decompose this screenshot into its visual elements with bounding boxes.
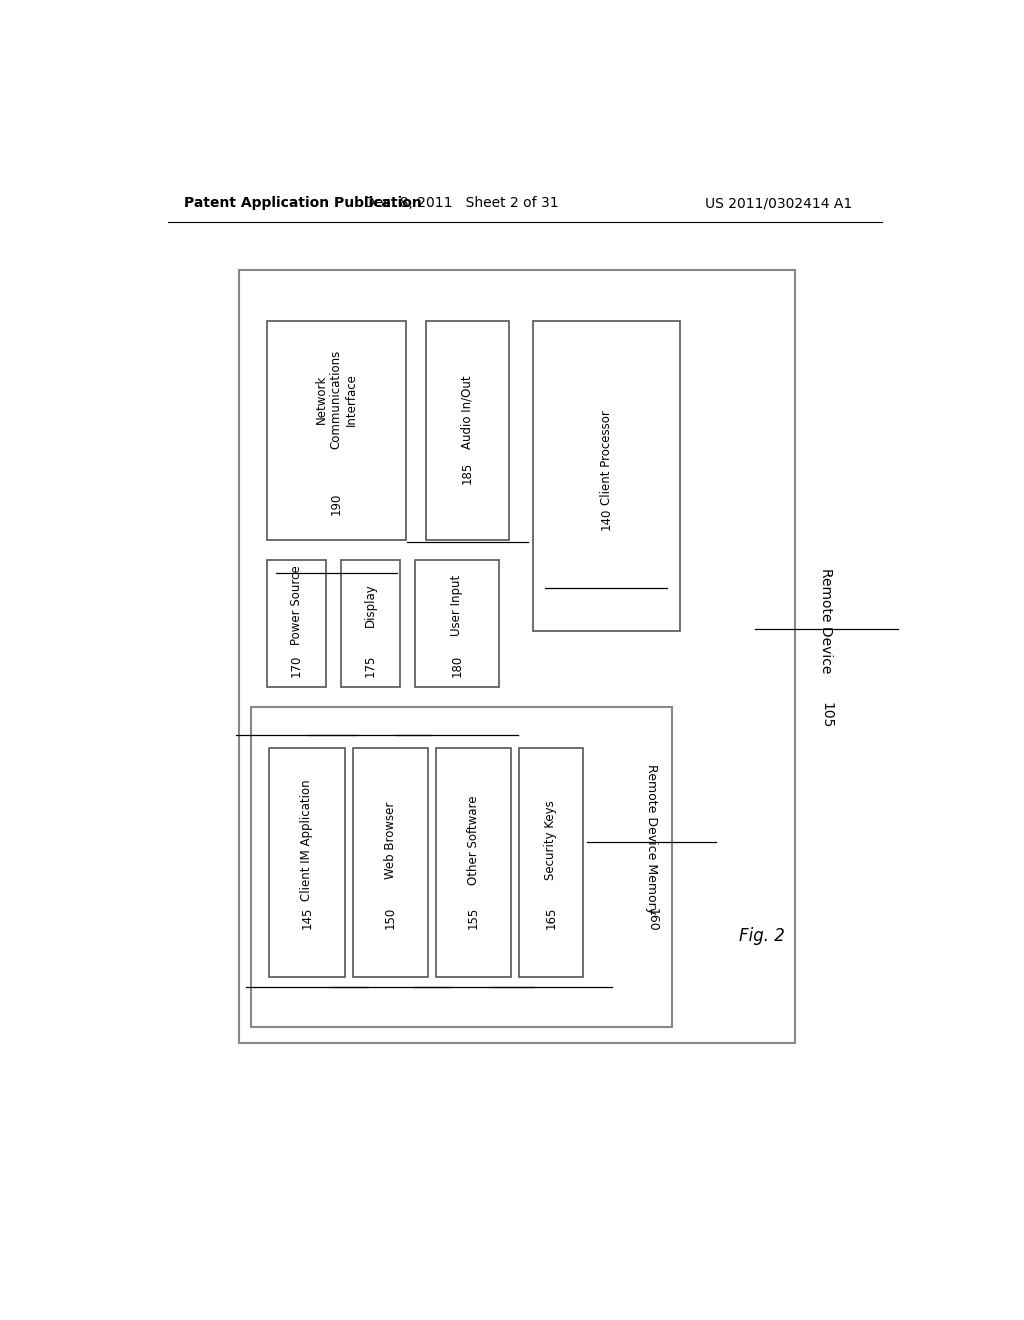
Text: Client IM Application: Client IM Application <box>300 779 313 900</box>
FancyBboxPatch shape <box>240 271 795 1043</box>
FancyBboxPatch shape <box>269 748 345 977</box>
Text: Patent Application Publication: Patent Application Publication <box>183 197 421 210</box>
Text: Security Keys: Security Keys <box>545 800 557 879</box>
FancyBboxPatch shape <box>436 748 511 977</box>
Text: Remote Device Memory: Remote Device Memory <box>645 764 658 913</box>
Text: Dec. 8, 2011   Sheet 2 of 31: Dec. 8, 2011 Sheet 2 of 31 <box>364 197 559 210</box>
FancyBboxPatch shape <box>426 321 509 540</box>
Text: Network
Communications
Interface: Network Communications Interface <box>314 350 357 449</box>
Text: 105: 105 <box>819 702 834 729</box>
Text: 155: 155 <box>467 907 480 929</box>
FancyBboxPatch shape <box>267 321 406 540</box>
FancyBboxPatch shape <box>341 560 400 686</box>
Text: Audio In/Out: Audio In/Out <box>461 375 474 449</box>
Text: Web Browser: Web Browser <box>384 801 396 879</box>
Text: Power Source: Power Source <box>290 565 303 645</box>
Text: 150: 150 <box>384 907 396 929</box>
FancyBboxPatch shape <box>532 321 680 631</box>
Text: 170: 170 <box>290 655 303 677</box>
Text: 140: 140 <box>600 507 612 529</box>
Text: 190: 190 <box>330 492 343 515</box>
Text: Fig. 2: Fig. 2 <box>739 927 785 945</box>
FancyBboxPatch shape <box>519 748 583 977</box>
FancyBboxPatch shape <box>352 748 428 977</box>
FancyBboxPatch shape <box>267 560 327 686</box>
Text: 180: 180 <box>451 655 464 677</box>
Text: 175: 175 <box>364 655 377 677</box>
Text: User Input: User Input <box>451 574 464 636</box>
Text: Client Processor: Client Processor <box>600 411 612 506</box>
Text: Display: Display <box>364 583 377 627</box>
Text: Other Software: Other Software <box>467 795 480 884</box>
Text: 145: 145 <box>300 907 313 929</box>
Text: 185: 185 <box>461 462 474 484</box>
FancyBboxPatch shape <box>251 708 672 1027</box>
FancyBboxPatch shape <box>416 560 499 686</box>
Text: 160: 160 <box>645 908 658 932</box>
Text: Remote Device: Remote Device <box>819 568 834 673</box>
Text: US 2011/0302414 A1: US 2011/0302414 A1 <box>706 197 852 210</box>
Text: 165: 165 <box>545 907 557 929</box>
